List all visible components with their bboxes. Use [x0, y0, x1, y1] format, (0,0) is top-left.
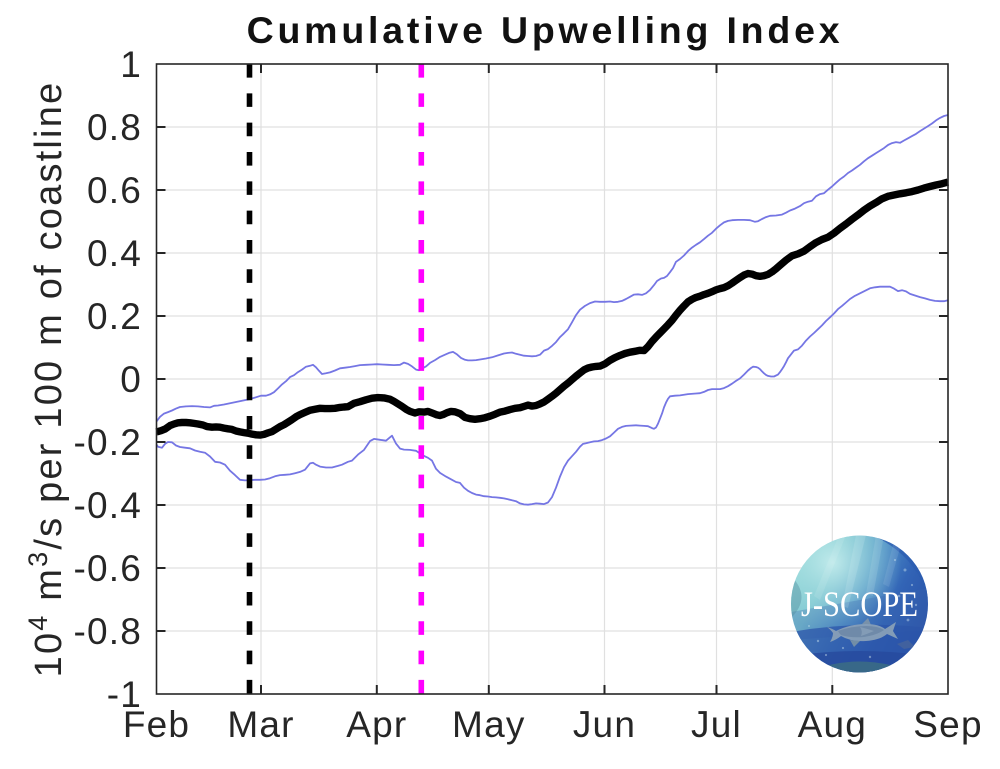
svg-text:1: 1 — [120, 44, 142, 85]
svg-text:May: May — [452, 704, 526, 745]
svg-text:-0.4: -0.4 — [73, 485, 142, 526]
svg-text:-0.8: -0.8 — [73, 611, 142, 652]
svg-text:0.4: 0.4 — [87, 233, 142, 274]
svg-text:J-SCOPE: J-SCOPE — [801, 584, 918, 624]
svg-text:Mar: Mar — [227, 704, 294, 745]
svg-text:0.8: 0.8 — [87, 107, 142, 148]
svg-text:104 m3/s per 100 m of coastlin: 104 m3/s per 100 m of coastline — [23, 81, 70, 678]
svg-text:0.6: 0.6 — [87, 170, 142, 211]
svg-text:Feb: Feb — [123, 704, 190, 745]
svg-text:Jun: Jun — [573, 704, 636, 745]
svg-text:Jul: Jul — [691, 704, 742, 745]
svg-text:-0.2: -0.2 — [73, 422, 142, 463]
svg-text:Cumulative Upwelling Index: Cumulative Upwelling Index — [247, 9, 844, 51]
svg-text:-0.6: -0.6 — [73, 548, 142, 589]
svg-text:0.2: 0.2 — [87, 296, 142, 337]
svg-text:0: 0 — [120, 359, 142, 400]
svg-text:Apr: Apr — [346, 704, 407, 745]
svg-text:Sep: Sep — [913, 704, 982, 745]
svg-text:-1: -1 — [107, 674, 142, 715]
svg-text:Aug: Aug — [798, 704, 867, 745]
